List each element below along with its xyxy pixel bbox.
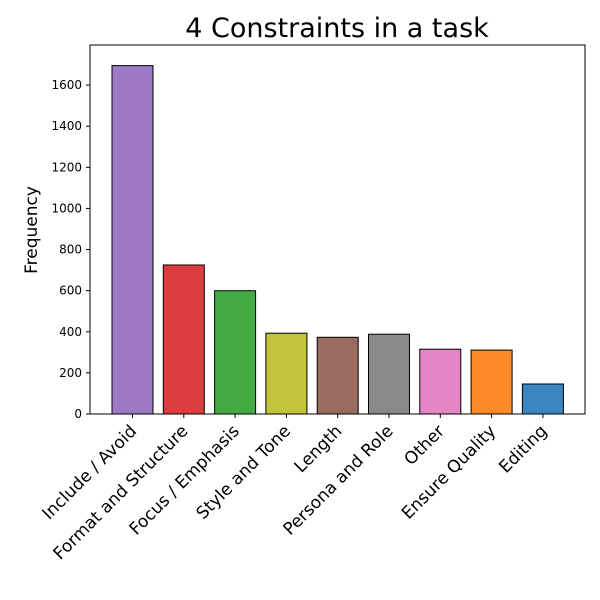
bar-8 <box>521 383 564 415</box>
bar-6 <box>419 348 462 415</box>
bar-2 <box>214 290 257 415</box>
x-tick-label: Other <box>401 421 449 469</box>
bar-3 <box>265 332 308 415</box>
bar-4 <box>316 336 359 415</box>
chart-title: 4 Constraints in a task <box>185 13 489 44</box>
y-tick-label: 1600 <box>51 78 82 92</box>
y-tick-label: 0 <box>74 407 82 421</box>
y-tick-label: 400 <box>59 325 82 339</box>
y-tick-label: 1200 <box>51 160 82 174</box>
x-tick-label: Ensure Quality <box>398 421 500 523</box>
y-tick-label: 800 <box>59 243 82 257</box>
y-tick-label: 1000 <box>51 201 82 215</box>
y-tick-label: 200 <box>59 366 82 380</box>
x-tick-label: Style and Tone <box>193 421 295 523</box>
bar-7 <box>470 349 513 415</box>
y-tick-label: 1400 <box>51 119 82 133</box>
y-tick-label: 600 <box>59 284 82 298</box>
bar-0 <box>111 65 154 415</box>
x-tick-label: Editing <box>495 421 551 477</box>
y-axis-label: Frequency <box>22 186 42 274</box>
bar-1 <box>162 264 205 415</box>
plot-area <box>89 44 586 415</box>
bar-5 <box>368 333 410 415</box>
